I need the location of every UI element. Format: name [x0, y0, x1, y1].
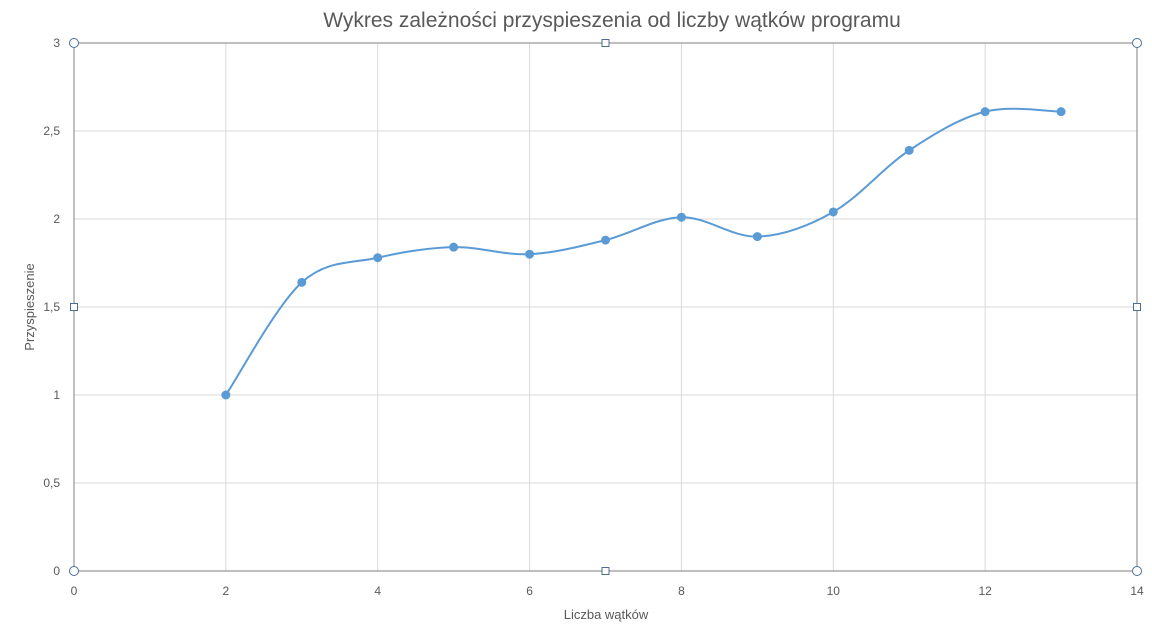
x-tick-label: 12 [978, 584, 992, 598]
y-tick-label: 3 [53, 36, 60, 50]
series-layer [221, 107, 1066, 400]
data-point[interactable] [525, 249, 535, 259]
x-tick-label: 8 [678, 584, 685, 598]
data-point[interactable] [221, 390, 231, 400]
data-point[interactable] [449, 242, 459, 252]
data-point[interactable] [676, 212, 686, 222]
x-tick-label: 4 [374, 584, 381, 598]
tick-labels: 0 2 4 6 8 10 12 14 0 0,5 1 1,5 2 2,5 3 [43, 36, 1144, 598]
y-tick-label: 1,5 [43, 300, 60, 314]
x-tick-label: 10 [827, 584, 841, 598]
data-point[interactable] [752, 232, 762, 242]
corner-resize-handle[interactable] [69, 38, 79, 48]
data-point[interactable] [297, 277, 307, 287]
data-point[interactable] [904, 145, 914, 155]
x-tick-label: 2 [223, 584, 230, 598]
corner-resize-handle[interactable] [1132, 566, 1142, 576]
y-tick-label: 0,5 [43, 476, 60, 490]
x-tick-label: 6 [526, 584, 533, 598]
x-tick-label: 0 [71, 584, 78, 598]
corner-resize-handle[interactable] [69, 566, 79, 576]
edge-resize-handle[interactable] [601, 39, 610, 47]
y-tick-label: 2,5 [43, 124, 60, 138]
y-tick-label: 0 [53, 564, 60, 578]
edge-resize-handle[interactable] [70, 303, 78, 311]
grid-lines [74, 43, 1137, 571]
x-tick-label: 14 [1130, 584, 1144, 598]
data-point[interactable] [373, 253, 383, 263]
data-point[interactable] [980, 107, 990, 117]
x-axis-title: Liczba wątków [564, 607, 649, 622]
data-point[interactable] [1056, 107, 1066, 117]
series-line [225, 107, 1062, 396]
chart-title: Wykres zależności przyspieszenia od licz… [323, 9, 901, 32]
y-tick-label: 1 [53, 388, 60, 402]
corner-resize-handle[interactable] [1132, 38, 1142, 48]
y-tick-label: 2 [53, 212, 60, 226]
data-point[interactable] [828, 207, 838, 217]
data-point[interactable] [601, 235, 610, 245]
selection-handles [69, 38, 1142, 576]
edge-resize-handle[interactable] [601, 567, 610, 575]
edge-resize-handle[interactable] [1133, 303, 1141, 311]
y-axis-title: Przyspieszenie [22, 263, 37, 350]
